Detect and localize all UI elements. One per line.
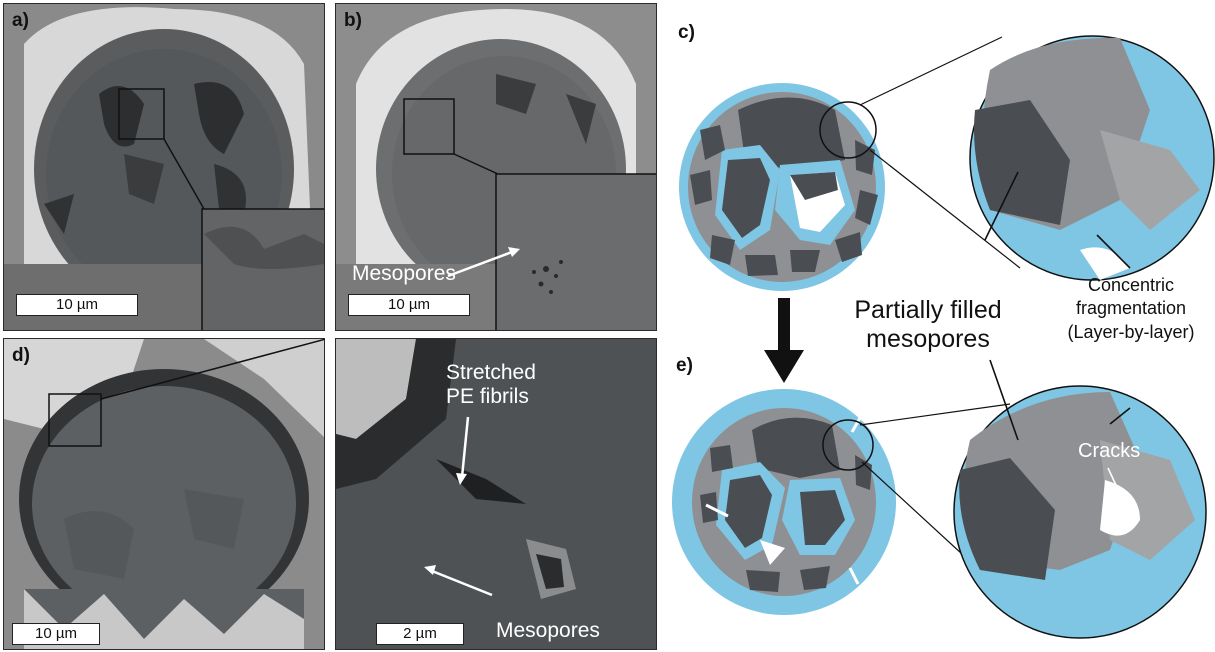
zoom-circle-c xyxy=(969,35,1215,281)
down-arrow xyxy=(764,298,804,383)
label-cracks: Cracks xyxy=(1078,440,1141,462)
sem-panel-d: d) 10 µm xyxy=(3,338,325,650)
sem-panel-d-zoom: Stretched PE fibrils Mesopores 2 µm xyxy=(335,338,657,650)
sem-image-d xyxy=(4,339,324,649)
scalebar-b: 10 µm xyxy=(348,294,470,316)
scalebar-d-zoom: 2 µm xyxy=(376,623,464,645)
annotation-mesopores-b: Mesopores xyxy=(352,262,456,285)
sem-panel-b: b) Mesopores 10 µm xyxy=(335,3,657,331)
sem-image-b xyxy=(336,4,656,330)
zoom-circle-e xyxy=(953,385,1207,639)
sem-image-d-zoom xyxy=(336,339,656,649)
label-concentric-fragmentation: Concentric fragmentation (Layer-by-layer… xyxy=(1067,275,1195,342)
sem-panel-a: a) 10 µm xyxy=(3,3,325,331)
scalebar-d: 10 µm xyxy=(12,623,100,645)
panel-label-d: d) xyxy=(12,345,30,366)
panel-label-b: b) xyxy=(344,10,362,31)
label-partially-filled-mesopores: Partially filled mesopores xyxy=(854,296,1002,353)
particle-e xyxy=(672,389,896,615)
annotation-stretched-fibrils: Stretched PE fibrils xyxy=(446,361,536,409)
particle-c xyxy=(679,83,885,291)
panel-label-a: a) xyxy=(12,10,29,31)
panel-label-e: e) xyxy=(676,355,693,376)
sem-image-a xyxy=(4,4,324,330)
annotation-mesopores-d: Mesopores xyxy=(496,619,600,642)
panel-label-c: c) xyxy=(678,22,695,43)
scalebar-a: 10 µm xyxy=(16,294,138,316)
